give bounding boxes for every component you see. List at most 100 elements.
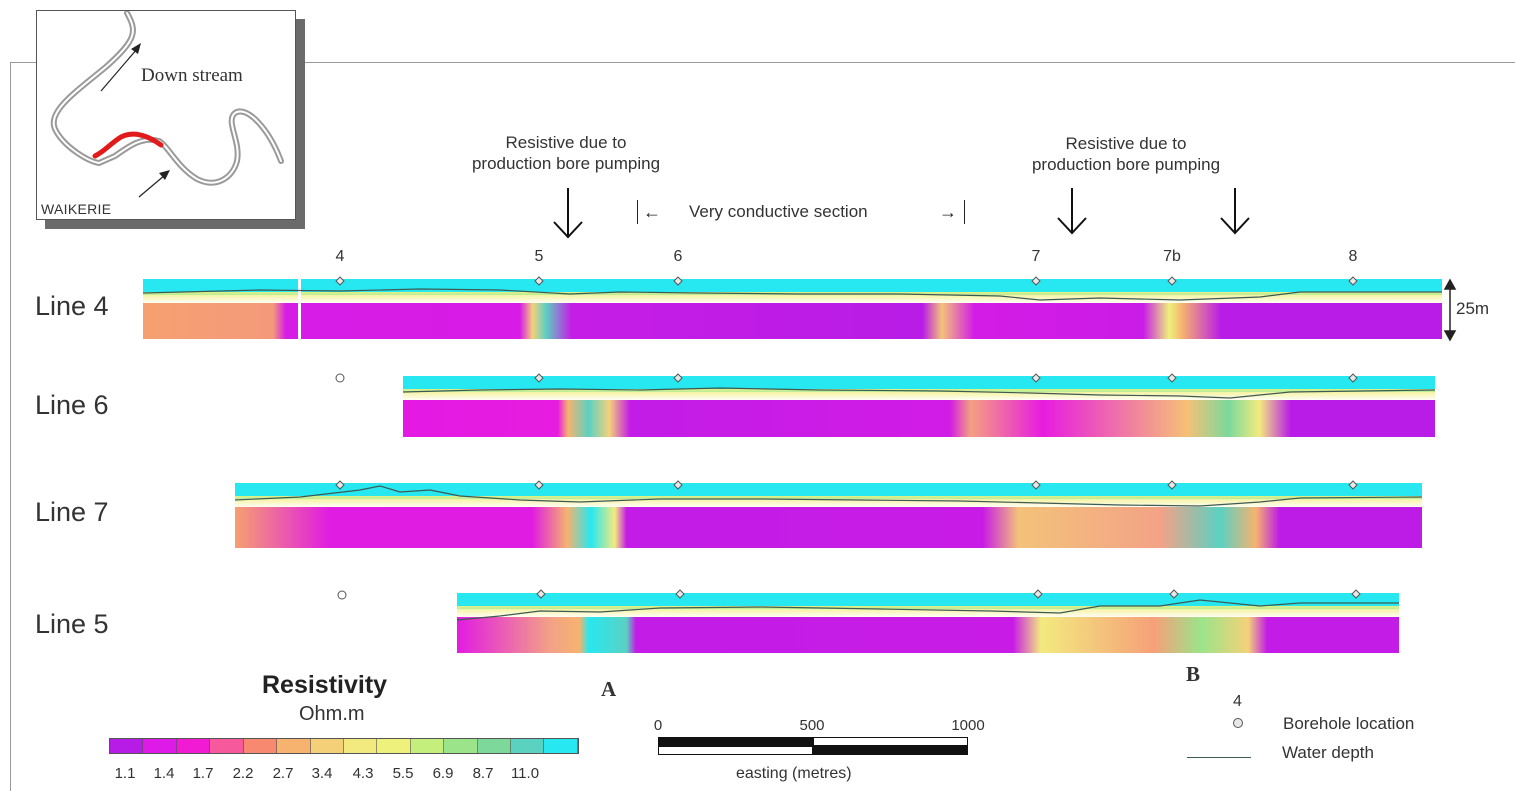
resistive-note-right: Resistive due to production bore pumping xyxy=(990,133,1262,175)
scale-tick-1000: 1000 xyxy=(951,717,985,734)
bh-marker xyxy=(675,589,685,599)
key-water-line-symbol xyxy=(1187,757,1251,758)
key-borehole-label: Borehole location xyxy=(1283,714,1415,733)
left-bracket-arrow: ← xyxy=(637,200,683,224)
legend-tick: 4.3 xyxy=(352,765,374,782)
section-marker-b: B xyxy=(1186,662,1201,686)
section-line-4 xyxy=(142,279,1442,339)
frame-left-vline xyxy=(10,62,11,791)
colorbar-swatch xyxy=(277,739,311,753)
bh-marker xyxy=(1351,589,1361,599)
borehole-label-7: 7 xyxy=(1031,248,1041,265)
colorbar-swatch xyxy=(477,739,512,753)
bh-marker xyxy=(1031,480,1041,490)
legend-tick: 1.4 xyxy=(153,765,175,782)
resistive-note-right-text: Resistive due to production bore pumping xyxy=(1031,134,1221,174)
colorbar-swatch xyxy=(511,739,545,753)
borehole-label-8: 8 xyxy=(1348,248,1358,265)
bh-marker xyxy=(1167,373,1177,383)
scale-tick-0: 0 xyxy=(653,717,663,734)
colorbar-swatch xyxy=(210,739,244,753)
section-line-7 xyxy=(234,483,1423,548)
colorbar-swatch xyxy=(143,739,177,753)
colorbar-swatch xyxy=(444,739,478,753)
section-marker-a: A xyxy=(601,677,617,701)
bh-marker xyxy=(337,590,347,600)
colorbar-swatch xyxy=(410,739,445,753)
bh-marker xyxy=(1348,276,1358,286)
resistive-note-left-text: Resistive due to production bore pumping xyxy=(471,133,661,173)
depth-scale-bar xyxy=(1443,278,1457,342)
frame-left-line xyxy=(10,62,36,63)
bh-marker xyxy=(335,373,345,383)
town-arrow xyxy=(138,174,166,198)
legend-tick: 6.9 xyxy=(432,765,454,782)
key-borehole-number: 4 xyxy=(1233,693,1242,710)
borehole-markers xyxy=(335,276,1361,600)
town-arrowhead xyxy=(159,170,170,180)
legend-tick: 8.7 xyxy=(472,765,494,782)
bh-marker xyxy=(673,276,683,286)
bh-marker xyxy=(1167,480,1177,490)
resistivity-colorbar xyxy=(109,738,579,754)
scale-bar xyxy=(658,737,968,755)
survey-reach xyxy=(92,131,164,159)
scale-bar-label: easting (metres) xyxy=(736,765,852,782)
depth-scale-label: 25m xyxy=(1456,299,1490,318)
bh-marker xyxy=(335,276,345,286)
legend-tick: 2.7 xyxy=(272,765,294,782)
legend-tick: 3.4 xyxy=(311,765,333,782)
downstream-arrow xyxy=(100,48,138,92)
key-borehole-symbol xyxy=(1233,718,1243,728)
borehole-label-5: 5 xyxy=(534,248,544,265)
colorbar-swatch xyxy=(377,739,411,753)
section-line-6 xyxy=(402,376,1436,437)
bh-marker xyxy=(1348,480,1358,490)
borehole-label-4: 4 xyxy=(335,248,345,265)
right-bracket-arrow: → xyxy=(919,200,965,224)
bh-marker xyxy=(673,480,683,490)
line-label-4: Line 4 xyxy=(35,291,109,321)
bh-marker xyxy=(1031,373,1041,383)
water-depth-line-6 xyxy=(402,387,1436,399)
bh-marker xyxy=(536,589,546,599)
bh-marker xyxy=(335,480,345,490)
colorbar-swatch xyxy=(343,739,378,753)
bh-marker xyxy=(673,373,683,383)
legend-tick: 1.1 xyxy=(114,765,136,782)
location-inset-map: Down stream WAIKERIE xyxy=(36,10,296,220)
bh-marker xyxy=(1348,373,1358,383)
bh-marker xyxy=(534,276,544,286)
bh-marker xyxy=(1167,276,1177,286)
legend-tick: 5.5 xyxy=(392,765,414,782)
line-label-5: Line 5 xyxy=(35,609,109,639)
colorbar-swatch xyxy=(544,739,578,753)
line-label-7: Line 7 xyxy=(35,497,109,527)
legend-tick: 2.2 xyxy=(232,765,254,782)
key-water-label: Water depth xyxy=(1282,743,1374,762)
bh-marker xyxy=(534,373,544,383)
line-label-6: Line 6 xyxy=(35,390,109,420)
frame-top-line xyxy=(294,62,1515,63)
borehole-label-7b: 7b xyxy=(1163,248,1181,265)
legend-tick: 11.0 xyxy=(510,765,540,782)
downstream-arrowhead xyxy=(131,43,141,54)
legend-title: Resistivity xyxy=(262,671,388,699)
borehole-label-6: 6 xyxy=(673,248,683,265)
legend-tick: 1.7 xyxy=(192,765,214,782)
water-depth-line-5 xyxy=(456,599,1399,621)
bh-marker xyxy=(1031,276,1041,286)
colorbar-swatch xyxy=(310,739,344,753)
water-depth-line-4 xyxy=(142,288,1442,301)
legend-unit: Ohm.m xyxy=(299,703,365,725)
water-depth-line-7 xyxy=(234,485,1423,507)
town-label: WAIKERIE xyxy=(41,201,112,217)
bh-marker xyxy=(1033,589,1043,599)
colorbar-swatch xyxy=(243,739,278,753)
conductive-section-text: Very conductive section xyxy=(689,202,868,221)
bh-marker xyxy=(534,480,544,490)
river-map xyxy=(50,11,284,198)
scale-tick-500: 500 xyxy=(799,717,825,734)
conductive-section-label: ← Very conductive section → xyxy=(637,200,965,224)
